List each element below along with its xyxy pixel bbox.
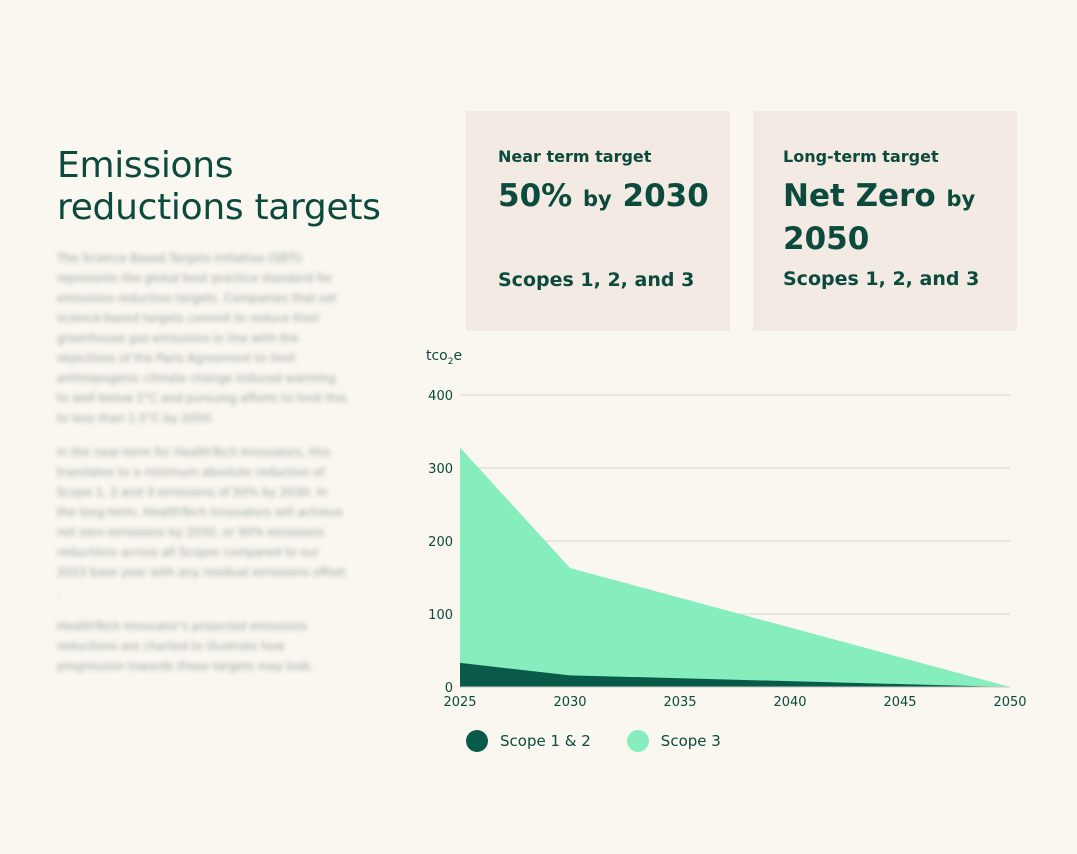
- headline-year: 2030: [622, 178, 709, 214]
- y-tick-label: 400: [428, 389, 453, 404]
- x-tick-label: 2045: [883, 695, 916, 710]
- headline-connector: by: [583, 187, 612, 211]
- legend-label: Scope 3: [660, 732, 721, 750]
- y-axis-unit: tco2e: [426, 348, 463, 367]
- x-tick-label: 2035: [663, 695, 696, 710]
- headline-year: 2050: [783, 221, 870, 257]
- paragraph: HealthTech Innovator's projected emissio…: [57, 619, 314, 673]
- card-headline: Net Zero by 2050: [783, 176, 997, 259]
- area-scope-3: [460, 447, 1010, 687]
- card-scope: Scopes 1, 2, and 3: [783, 268, 980, 290]
- legend-swatch: [626, 730, 649, 752]
- headline-value: 50%: [498, 178, 573, 214]
- x-tick-label: 2050: [993, 695, 1026, 710]
- area-scope-1-2: [460, 662, 1010, 687]
- long-term-target-card: Long-term target Net Zero by 2050 Scopes…: [753, 111, 1017, 331]
- card-scope: Scopes 1, 2, and 3: [498, 269, 695, 291]
- card-label: Long-term target: [783, 147, 939, 166]
- intro-text: The Science Based Targets initiative (SB…: [57, 248, 349, 690]
- y-tick-label: 300: [428, 462, 453, 477]
- near-term-target-card: Near term target 50% by 2030 Scopes 1, 2…: [466, 111, 730, 331]
- x-tick-label: 2040: [773, 695, 806, 710]
- headline-value: Net Zero: [783, 178, 936, 214]
- card-headline: 50% by 2030: [498, 176, 710, 219]
- x-tick-label: 2030: [553, 695, 586, 710]
- page-title: Emissions reductions targets: [57, 145, 381, 228]
- y-tick-label: 200: [428, 535, 453, 550]
- legend-swatch: [466, 730, 488, 752]
- y-tick-label: 100: [428, 608, 453, 623]
- legend-item-scope-3: Scope 3: [626, 730, 721, 752]
- card-label: Near term target: [498, 147, 652, 166]
- legend-label: Scope 1 & 2: [500, 732, 591, 750]
- headline-connector: by: [946, 187, 976, 211]
- paragraph: In the near-term for HealthTech Innovato…: [57, 445, 346, 599]
- x-tick-label: 2025: [443, 695, 476, 710]
- legend-item-scope-1-2: Scope 1 & 2: [466, 730, 591, 752]
- chart-legend: Scope 1 & 2 Scope 3: [466, 730, 757, 752]
- paragraph: The Science Based Targets initiative (SB…: [57, 251, 347, 425]
- y-tick-label: 0: [445, 681, 453, 696]
